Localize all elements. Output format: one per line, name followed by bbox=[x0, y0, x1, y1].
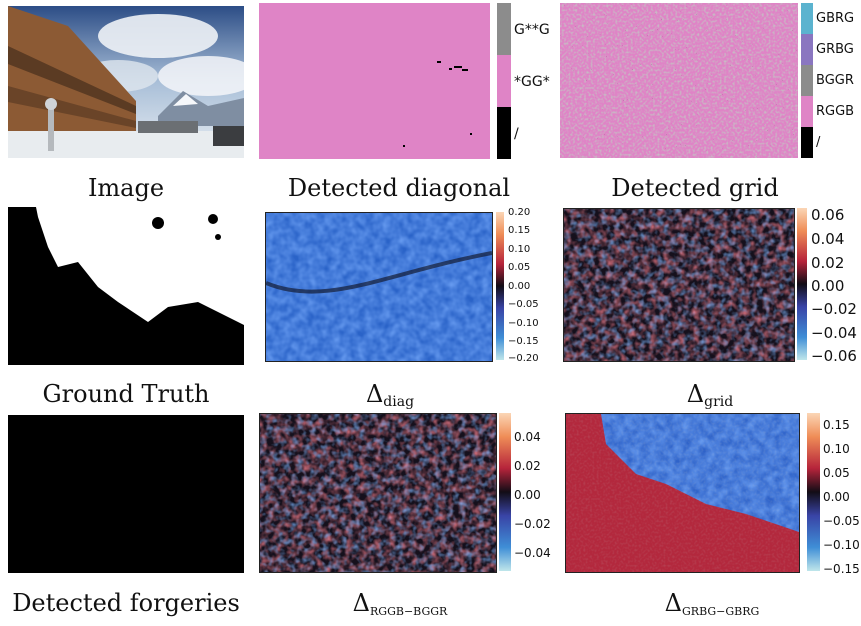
caption-delta-rggb-sub: RGGB−BGGR bbox=[370, 605, 448, 618]
cbar-diag-tick: −0.15 bbox=[508, 336, 539, 347]
cbar-grbg-tick: 0.05 bbox=[823, 466, 850, 480]
cbar-diag-tick: 0.15 bbox=[508, 225, 531, 236]
caption-delta-grbg-gbrg: ΔGRBG−GBRG bbox=[612, 589, 812, 626]
caption-delta-rggb-main: Δ bbox=[352, 589, 371, 617]
legend-label-none: / bbox=[514, 126, 519, 142]
detected-grid-panel bbox=[560, 3, 798, 158]
delta-grid-colorbar bbox=[797, 208, 807, 360]
legend-label-rggb: RGGB bbox=[816, 104, 855, 119]
caption-delta-grid: Δgrid bbox=[620, 380, 800, 416]
legend-swatch-pink bbox=[497, 55, 511, 107]
cbar-diag-tick: −0.20 bbox=[508, 353, 539, 364]
cbar-diag-tick: 0.05 bbox=[508, 262, 531, 273]
cbar-grbg-tick: −0.15 bbox=[823, 562, 860, 576]
legend-swatch-grid-none bbox=[801, 127, 813, 158]
legend-swatch-bggr bbox=[801, 65, 813, 96]
cbar-rggb-tick: −0.04 bbox=[514, 546, 551, 560]
caption-delta-grbg-main: Δ bbox=[664, 589, 683, 617]
delta-rggb-bggr-panel bbox=[259, 413, 497, 573]
ground-truth-panel bbox=[8, 207, 244, 365]
cbar-diag-tick: 0.00 bbox=[508, 281, 531, 292]
caption-detected-grid: Detected grid bbox=[611, 174, 779, 202]
cbar-diag-tick: 0.10 bbox=[508, 244, 531, 255]
cbar-diag-tick: −0.10 bbox=[508, 318, 539, 329]
cbar-grid-tick: −0.02 bbox=[811, 300, 857, 318]
delta-grid-panel bbox=[563, 208, 795, 362]
cbar-grbg-tick: 0.15 bbox=[823, 418, 850, 432]
legend-label-grbg: GRBG bbox=[816, 42, 854, 57]
legend-swatch-rggb bbox=[801, 96, 813, 127]
delta-grbg-gbrg-panel bbox=[565, 413, 800, 573]
grid-legend-bar bbox=[801, 3, 813, 158]
caption-delta-grid-main: Δ bbox=[686, 380, 705, 408]
legend-label-gg: G**G bbox=[514, 22, 550, 38]
cbar-grbg-tick: 0.00 bbox=[823, 490, 850, 504]
diagonal-legend-bar bbox=[497, 3, 511, 159]
cbar-diag-tick: 0.20 bbox=[508, 207, 531, 218]
caption-image: Image bbox=[87, 174, 165, 202]
cbar-grbg-tick: 0.10 bbox=[823, 442, 850, 456]
caption-delta-grid-sub: grid bbox=[704, 394, 734, 410]
delta-diag-colorbar bbox=[496, 212, 504, 360]
cbar-grid-tick: 0.00 bbox=[811, 277, 845, 295]
cbar-rggb-tick: −0.02 bbox=[514, 517, 551, 531]
delta-rggb-colorbar bbox=[499, 413, 511, 571]
cbar-rggb-tick: 0.02 bbox=[514, 459, 541, 473]
legend-label-pink: *GG* bbox=[514, 74, 550, 90]
legend-label-gbrg: GBRG bbox=[816, 11, 855, 26]
detected-diagonal-panel bbox=[259, 3, 490, 159]
legend-label-bggr: BGGR bbox=[816, 73, 854, 88]
cbar-rggb-tick: 0.04 bbox=[514, 430, 541, 444]
cbar-grid-tick: −0.06 bbox=[811, 347, 857, 365]
legend-swatch-grbg bbox=[801, 34, 813, 65]
legend-swatch-none bbox=[497, 107, 511, 159]
cbar-grid-tick: 0.02 bbox=[811, 254, 845, 272]
caption-delta-grbg-sub: GRBG−GBRG bbox=[682, 605, 760, 618]
cbar-grid-tick: 0.04 bbox=[811, 230, 845, 248]
caption-ground-truth: Ground Truth bbox=[42, 380, 210, 408]
cbar-grbg-tick: −0.05 bbox=[823, 514, 860, 528]
legend-swatch-gbrg bbox=[801, 3, 813, 34]
caption-delta-diag-main: Δ bbox=[365, 380, 384, 408]
cbar-diag-tick: −0.05 bbox=[508, 299, 539, 310]
caption-delta-diag-sub: diag bbox=[383, 394, 415, 410]
caption-detected-diagonal: Detected diagonal bbox=[287, 174, 511, 202]
delta-grbg-colorbar bbox=[807, 413, 820, 571]
legend-swatch-gg bbox=[497, 3, 511, 55]
cbar-grid-tick: −0.04 bbox=[811, 324, 857, 342]
delta-diag-panel bbox=[265, 212, 493, 362]
caption-detected-forgeries: Detected forgeries bbox=[12, 589, 240, 617]
caption-delta-rggb-bggr: ΔRGGB−BGGR bbox=[300, 589, 500, 626]
cbar-grbg-tick: −0.10 bbox=[823, 538, 860, 552]
caption-delta-diag: Δdiag bbox=[300, 380, 480, 416]
legend-label-grid-none: / bbox=[816, 135, 821, 150]
cbar-grid-tick: 0.06 bbox=[811, 206, 845, 224]
cbar-rggb-tick: 0.00 bbox=[514, 488, 541, 502]
detected-forgeries-panel bbox=[8, 415, 244, 573]
photo-panel bbox=[8, 6, 244, 158]
